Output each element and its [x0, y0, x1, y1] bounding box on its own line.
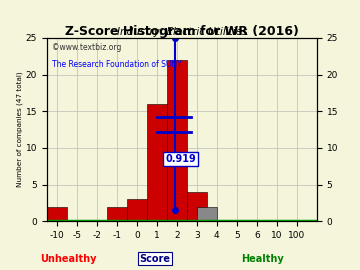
- Bar: [197, 207, 217, 221]
- Text: 0.919: 0.919: [165, 154, 196, 164]
- Bar: [147, 104, 167, 221]
- Text: Score: Score: [139, 254, 170, 264]
- Title: Z-Score Histogram for WR (2016): Z-Score Histogram for WR (2016): [65, 25, 299, 38]
- Bar: [187, 192, 207, 221]
- Text: The Research Foundation of SUNY: The Research Foundation of SUNY: [52, 60, 182, 69]
- Bar: [107, 207, 127, 221]
- Text: Healthy: Healthy: [242, 254, 284, 264]
- Text: Unhealthy: Unhealthy: [40, 254, 96, 264]
- Y-axis label: Number of companies (47 total): Number of companies (47 total): [16, 72, 23, 187]
- Bar: [127, 199, 147, 221]
- Text: Industry: Electric Utilities: Industry: Electric Utilities: [117, 27, 247, 37]
- Bar: [167, 60, 187, 221]
- Text: ©www.textbiz.org: ©www.textbiz.org: [52, 43, 122, 52]
- Bar: [47, 207, 67, 221]
